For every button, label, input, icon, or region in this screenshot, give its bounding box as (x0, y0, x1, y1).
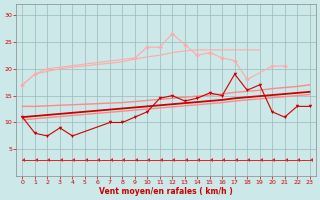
X-axis label: Vent moyen/en rafales ( km/h ): Vent moyen/en rafales ( km/h ) (99, 187, 233, 196)
